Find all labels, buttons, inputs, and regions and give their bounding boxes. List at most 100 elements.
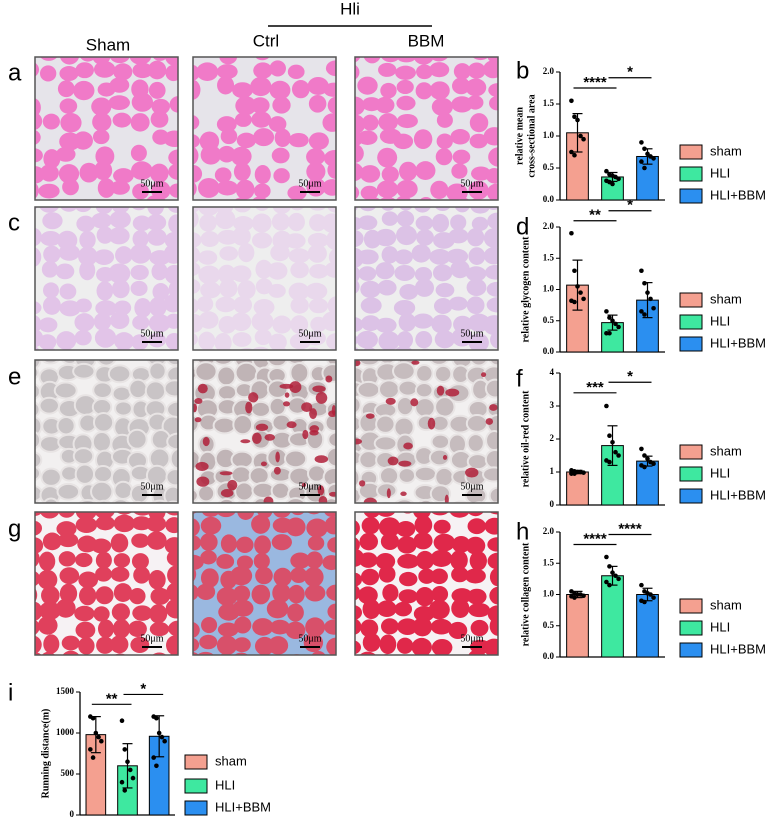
lipid-spot: [403, 442, 413, 450]
muscle-fiber: [146, 194, 166, 200]
panel-letter: b: [516, 57, 529, 84]
data-point: [604, 309, 609, 314]
muscle-fiber: [268, 396, 287, 417]
muscle-fiber: [165, 598, 178, 619]
muscle-fiber: [377, 279, 397, 296]
data-point: [154, 763, 159, 769]
lipid-spot: [485, 418, 494, 425]
muscle-fiber: [39, 65, 57, 82]
muscle-fiber: [212, 360, 234, 366]
muscle-fiber: [396, 113, 418, 129]
muscle-fiber: [109, 210, 131, 229]
muscle-fiber: [198, 311, 219, 329]
muscle-fiber: [307, 232, 329, 248]
muscle-fiber: [375, 414, 396, 434]
muscle-fiber: [269, 60, 286, 77]
muscle-fiber: [471, 216, 489, 231]
muscle-fiber: [466, 278, 487, 297]
muscle-fiber: [220, 128, 238, 145]
muscle-fiber: [469, 551, 487, 571]
y-axis-label: relative oil-red content: [520, 390, 531, 487]
y-tick-label: 0.0: [543, 651, 555, 661]
lipid-spot: [301, 402, 313, 412]
muscle-fiber: [168, 163, 178, 180]
muscle-fiber: [92, 129, 110, 145]
muscle-fiber: [253, 553, 270, 570]
muscle-fiber: [428, 448, 451, 467]
data-point: [572, 152, 577, 158]
data-point: [572, 595, 577, 600]
y-tick-label: 0.5: [543, 620, 555, 630]
muscle-fiber: [380, 618, 399, 635]
muscle-fiber: [59, 300, 81, 317]
data-point: [127, 767, 133, 773]
muscle-fiber: [97, 178, 116, 198]
muscle-fiber: [451, 566, 469, 583]
muscle-fiber: [230, 146, 252, 166]
lipid-spot: [444, 494, 449, 503]
muscle-fiber: [131, 207, 147, 211]
muscle-fiber: [129, 243, 152, 264]
muscle-fiber: [469, 360, 489, 367]
data-point: [642, 453, 647, 458]
muscle-fiber: [165, 57, 178, 66]
muscle-fiber: [41, 261, 59, 278]
muscle-fiber: [397, 553, 420, 569]
muscle-fiber: [396, 57, 417, 63]
muscle-fiber: [216, 554, 235, 569]
muscle-fiber: [483, 60, 498, 79]
muscle-fiber: [236, 555, 254, 570]
lipid-spot: [220, 488, 234, 498]
muscle-fiber: [468, 649, 486, 655]
muscle-fiber: [78, 637, 95, 655]
muscle-fiber: [163, 379, 178, 398]
muscle-fiber: [325, 60, 336, 77]
lipid-spot: [284, 392, 290, 398]
muscle-fiber: [399, 207, 413, 211]
muscle-fiber: [96, 636, 114, 654]
muscle-fiber: [428, 599, 450, 620]
muscle-fiber: [291, 512, 305, 516]
column-header: BBM: [408, 31, 445, 50]
lipid-spot: [202, 436, 210, 447]
muscle-fiber: [253, 62, 273, 79]
muscle-fiber: [166, 582, 178, 602]
muscle-fiber: [219, 246, 239, 261]
muscle-fiber: [327, 537, 336, 553]
image-border: [354, 206, 499, 351]
muscle-fiber: [429, 62, 450, 78]
muscle-fiber: [198, 331, 216, 350]
muscle-fiber: [217, 622, 239, 637]
data-point: [613, 449, 618, 455]
histology-image: [193, 207, 336, 350]
muscle-fiber: [167, 207, 178, 213]
muscle-fiber: [435, 148, 453, 166]
muscle-fiber: [355, 584, 361, 601]
muscle-fiber: [393, 133, 414, 150]
significance-label: *: [140, 680, 146, 697]
lipid-spot: [273, 466, 281, 475]
muscle-fiber: [268, 333, 287, 350]
muscle-fiber: [114, 400, 133, 417]
muscle-fiber: [355, 605, 363, 621]
muscle-fiber: [356, 380, 381, 399]
muscle-fiber: [56, 521, 77, 537]
muscle-fiber: [451, 535, 471, 553]
muscle-fiber: [412, 617, 433, 637]
data-point: [651, 305, 656, 311]
bar: [636, 460, 659, 506]
muscle-fiber: [413, 532, 433, 550]
muscle-fiber: [287, 603, 304, 622]
muscle-fiber: [95, 300, 117, 317]
muscle-fiber: [395, 396, 415, 417]
muscle-fiber: [375, 96, 395, 114]
muscle-fiber: [284, 449, 308, 469]
muscle-fiber: [308, 94, 327, 113]
muscle-fiber: [466, 433, 485, 453]
image-border: [192, 359, 337, 504]
data-point: [578, 133, 583, 139]
muscle-fiber: [126, 428, 148, 450]
muscle-fiber: [43, 245, 61, 264]
muscle-fiber: [74, 313, 95, 332]
muscle-fiber: [324, 261, 336, 278]
